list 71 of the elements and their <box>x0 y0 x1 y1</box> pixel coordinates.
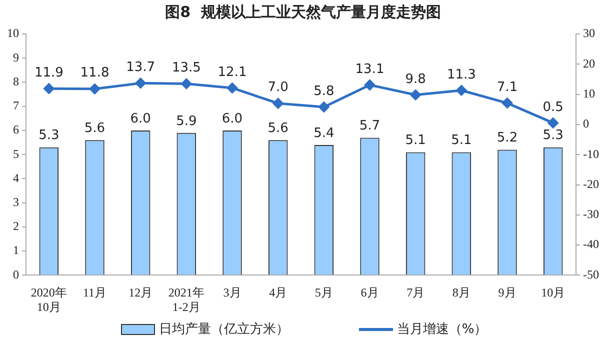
y-tick-label: 2 <box>13 219 19 234</box>
y2-tick-label: 30 <box>583 26 596 40</box>
y-tick-label: 1 <box>13 243 19 258</box>
y2-tick-label: -20 <box>583 176 600 191</box>
y-tick-label: 8 <box>13 74 19 88</box>
chart-title: 图8 规模以上工业天然气产量月度走势图 <box>165 2 441 21</box>
x-tick-label: 2021年 1-2月 <box>168 286 204 314</box>
data-label: 5.2 <box>496 130 518 146</box>
point <box>456 85 467 96</box>
data-label: 6.0 <box>222 111 243 126</box>
y2-tick-label: -40 <box>583 237 600 252</box>
x-tick-label: 4月 <box>269 286 288 300</box>
point <box>272 98 284 109</box>
x-tick-label: 2020年 10月 <box>30 286 67 314</box>
y-tick-label: 5 <box>13 146 19 161</box>
x-tick-label: 11月 <box>82 286 107 300</box>
legend-label: 日均产量（亿立方米） <box>158 321 289 338</box>
data-label: 5.4 <box>314 126 334 141</box>
data-label: 7.1 <box>496 80 518 95</box>
x-tick-label: 7月 <box>406 286 425 300</box>
data-label: 11.3 <box>446 67 476 82</box>
data-label: 5.1 <box>451 133 472 148</box>
data-label: 7.0 <box>268 80 288 96</box>
point <box>44 83 54 94</box>
x-tick-label: 8月 <box>452 286 470 300</box>
point <box>318 102 330 112</box>
x-tick-label: 6月 <box>360 286 379 300</box>
y2-tick-label: -30 <box>583 207 600 222</box>
data-label: 6.0 <box>130 111 151 126</box>
data-label: 5.9 <box>176 114 197 129</box>
y2-tick-label: -10 <box>583 146 600 161</box>
point <box>181 78 192 89</box>
data-label: 13.1 <box>355 62 384 77</box>
y-tick-label: 0 <box>13 267 19 282</box>
x-tick-label: 10月 <box>541 286 566 300</box>
y-tick-label: 6 <box>13 122 19 137</box>
point <box>502 98 513 108</box>
data-label: 0.5 <box>542 100 564 115</box>
point <box>410 90 421 100</box>
x-tick-label: 9月 <box>498 286 516 300</box>
point <box>548 118 558 128</box>
data-label: 5.3 <box>38 128 60 144</box>
point <box>364 80 376 90</box>
data-label: 5.6 <box>268 121 288 136</box>
data-label: 9.8 <box>405 72 426 87</box>
point <box>135 78 146 88</box>
data-label: 5.7 <box>359 118 380 134</box>
data-label: 13.5 <box>172 60 201 76</box>
x-tick-label: 5月 <box>314 286 333 300</box>
data-label: 5.3 <box>542 128 564 144</box>
x-tick-label: 3月 <box>223 286 242 300</box>
data-label: 11.9 <box>34 65 64 80</box>
x-tick-label: 12月 <box>128 286 153 300</box>
point <box>227 82 238 94</box>
data-label: 11.8 <box>80 66 110 81</box>
y-tick-label: 7 <box>13 98 19 113</box>
y2-tick-label: 10 <box>583 86 596 100</box>
legend-label: 当月增速（%） <box>396 321 488 338</box>
y2-tick-label: 20 <box>583 56 596 70</box>
y2-tick-label: 0 <box>583 116 590 131</box>
data-label: 5.6 <box>84 121 106 136</box>
data-label: 5.8 <box>314 84 334 99</box>
data-label: 13.7 <box>126 60 156 76</box>
y-tick-label: 10 <box>7 26 19 40</box>
data-label: 5.1 <box>405 133 426 148</box>
y2-tick-label: -50 <box>583 267 600 282</box>
data-label: 12.1 <box>218 64 247 80</box>
y-tick-label: 3 <box>13 194 19 209</box>
y-tick-label: 9 <box>13 50 19 64</box>
y-tick-label: 4 <box>13 170 19 185</box>
point <box>90 84 100 94</box>
